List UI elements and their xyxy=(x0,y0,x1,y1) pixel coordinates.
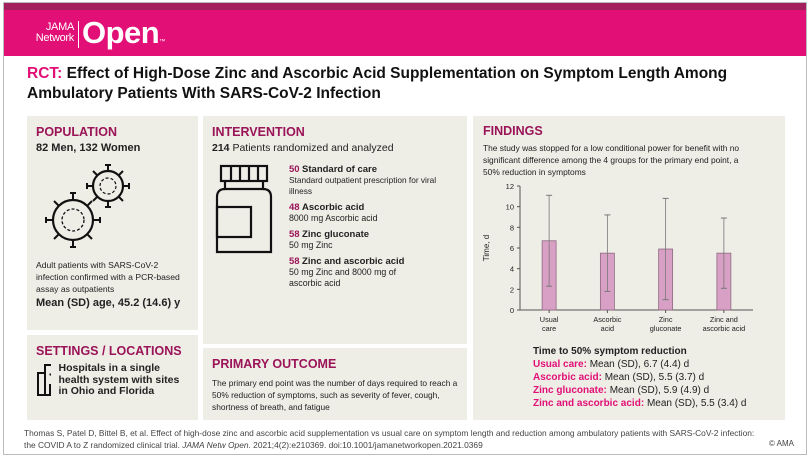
x-tick-label: ascorbic acid xyxy=(703,324,746,333)
x-tick-label: care xyxy=(542,324,556,333)
title-text: Effect of High-Dose Zinc and Ascorbic Ac… xyxy=(27,65,728,102)
y-tick-label: 10 xyxy=(506,203,514,212)
intervention-total: 214 Patients randomized and analyzed xyxy=(212,142,458,154)
findings-panel: FINDINGS The study was stopped for a low… xyxy=(473,116,785,420)
intervention-total-number: 214 xyxy=(212,142,230,154)
y-tick-label: 0 xyxy=(510,306,514,315)
group-item: 48 Ascorbic acid 8000 mg Ascorbic acid xyxy=(289,202,461,224)
group-detail: 50 mg Zinc xyxy=(289,240,333,250)
result-row: Zinc and ascorbic acid: Mean (SD), 5.5 (… xyxy=(533,397,783,410)
citation-journal: JAMA Netw Open xyxy=(182,440,249,450)
results-title: Time to 50% symptom reduction xyxy=(533,346,687,357)
pill-bottle-icon xyxy=(215,164,273,254)
citation-text: Thomas S, Patel D, Bittel B, et al. Effe… xyxy=(24,428,755,450)
group-count: 50 xyxy=(289,164,300,175)
page-frame xyxy=(3,2,807,455)
group-name: Zinc and ascorbic acid xyxy=(302,256,405,267)
result-value: Mean (SD), 6.7 (4.4) d xyxy=(589,359,690,370)
intervention-total-label: Patients randomized and analyzed xyxy=(232,142,394,154)
settings-heading: SETTINGS / LOCATIONS xyxy=(36,344,182,358)
x-tick-label: Zinc xyxy=(659,315,673,324)
y-tick-label: 2 xyxy=(510,285,514,294)
result-value: Mean (SD), 5.5 (3.4) d xyxy=(646,398,747,409)
intervention-heading: INTERVENTION xyxy=(212,125,305,139)
result-value: Mean (SD), 5.5 (3.7) d xyxy=(604,372,705,383)
group-detail: 8000 mg Ascorbic acid xyxy=(289,213,378,223)
outcome-text: The primary end point was the number of … xyxy=(212,378,458,412)
group-detail: Standard outpatient prescription for vir… xyxy=(289,175,437,196)
results-list: Time to 50% symptom reduction Usual care… xyxy=(533,345,783,410)
x-tick-label: Usual xyxy=(540,315,559,324)
population-age: Mean (SD) age, 45.2 (14.6) y xyxy=(36,297,181,309)
header-banner: JAMA Network Open™ xyxy=(4,10,806,56)
y-tick-label: 8 xyxy=(510,223,514,232)
group-detail: 50 mg Zinc and 8000 mg of ascorbic acid xyxy=(289,267,397,288)
logo-open: Open™ xyxy=(82,17,165,58)
logo-open-text: Open xyxy=(82,15,160,50)
y-tick-label: 6 xyxy=(510,244,514,253)
hospital-icon xyxy=(37,364,51,396)
result-label: Zinc and ascorbic acid: xyxy=(533,398,645,409)
y-axis-label: Time, d xyxy=(482,235,491,261)
group-item: 50 Standard of care Standard outpatient p… xyxy=(289,164,461,197)
title-prefix: RCT: xyxy=(27,65,63,82)
group-count: 48 xyxy=(289,202,300,213)
result-value: Mean (SD), 5.9 (4.9) d xyxy=(609,385,710,396)
intervention-groups: 50 Standard of care Standard outpatient p… xyxy=(289,164,461,294)
group-item: 58 Zinc and ascorbic acid 50 mg Zinc and … xyxy=(289,256,419,289)
citation-rest: . 2021;4(2):e210369. doi:10.1001/jamanet… xyxy=(248,440,483,450)
population-description: Adult patients with SARS-CoV-2 infection… xyxy=(36,260,180,294)
group-count: 58 xyxy=(289,256,300,267)
primary-outcome-panel: PRIMARY OUTCOME The primary end point wa… xyxy=(203,348,467,420)
population-heading: POPULATION xyxy=(36,125,118,139)
intervention-panel: INTERVENTION 214 Patients randomized and… xyxy=(203,116,467,344)
outcome-heading: PRIMARY OUTCOME xyxy=(212,357,337,371)
result-label: Ascorbic acid: xyxy=(533,372,602,383)
logo-jama-network: JAMA Network xyxy=(35,21,75,44)
group-count: 58 xyxy=(289,229,300,240)
x-tick-label: Ascorbic xyxy=(593,315,621,324)
citation: Thomas S, Patel D, Bittel B, et al. Effe… xyxy=(24,427,764,451)
copyright: © AMA xyxy=(768,439,794,448)
group-name: Zinc gluconate xyxy=(302,229,370,240)
x-tick-label: Zinc and xyxy=(710,315,738,324)
findings-heading: FINDINGS xyxy=(483,124,543,138)
settings-text: Hospitals in a single health system with… xyxy=(58,362,180,397)
x-tick-label: acid xyxy=(601,324,614,333)
page-title: RCT: Effect of High-Dose Zinc and Ascorb… xyxy=(27,64,797,104)
x-tick-label: gluconate xyxy=(650,324,682,333)
population-summary: 82 Men, 132 Women xyxy=(36,142,141,154)
logo-divider xyxy=(78,21,79,48)
findings-text: The study was stopped for a low conditio… xyxy=(483,143,740,177)
group-name: Ascorbic acid xyxy=(302,202,365,213)
top-strip xyxy=(4,3,806,10)
result-label: Zinc gluconate: xyxy=(533,385,607,396)
y-tick-label: 4 xyxy=(510,265,514,274)
group-item: 58 Zinc gluconate 50 mg Zinc xyxy=(289,229,461,251)
group-name: Standard of care xyxy=(302,164,377,175)
result-row: Zinc gluconate: Mean (SD), 5.9 (4.9) d xyxy=(533,384,783,397)
result-label: Usual care: xyxy=(533,359,587,370)
population-panel: POPULATION 82 Men, 132 Women Adult patie… xyxy=(27,116,198,330)
result-row: Usual care: Mean (SD), 6.7 (4.4) d xyxy=(533,358,783,371)
result-row: Ascorbic acid: Mean (SD), 5.5 (3.7) d xyxy=(533,371,783,384)
y-tick-label: 12 xyxy=(506,182,514,191)
logo-tm: ™ xyxy=(159,39,165,45)
virus-icon xyxy=(45,164,130,248)
settings-panel: SETTINGS / LOCATIONS Hospitals in a sing… xyxy=(27,335,198,420)
